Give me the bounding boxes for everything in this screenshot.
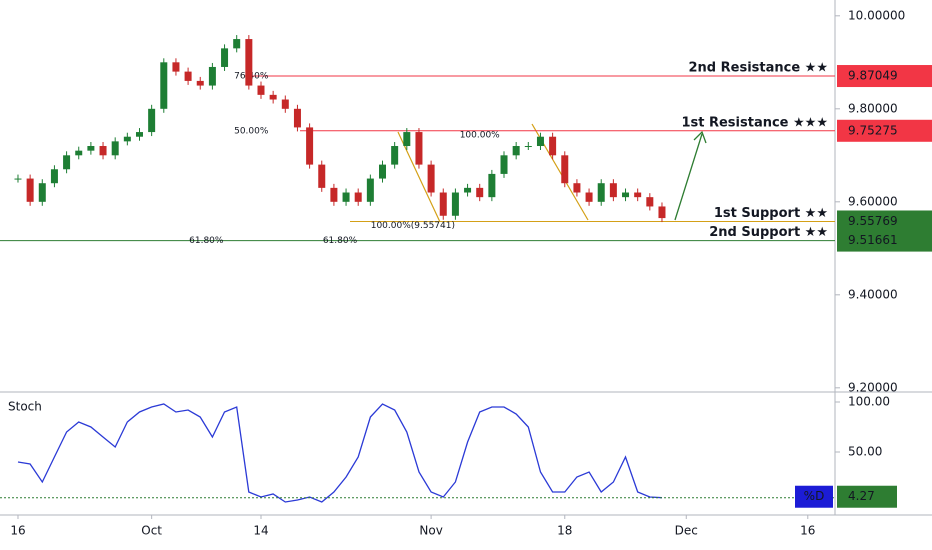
candle-body — [87, 146, 95, 151]
candle-body — [634, 192, 642, 198]
candle-body — [160, 62, 168, 109]
stoch-title: Stoch — [8, 400, 42, 414]
y-tick-label: 9.40000 — [848, 287, 898, 301]
stoch-value: 4.27 — [848, 489, 875, 503]
candle-body — [293, 108, 301, 128]
candle-body — [26, 178, 34, 202]
candle-body — [658, 206, 666, 219]
x-tick-label: 18 — [557, 524, 572, 538]
candle-body — [208, 66, 216, 86]
level-badge — [837, 119, 932, 142]
candle-body — [524, 146, 532, 148]
fib-label: 100.00% — [460, 130, 500, 140]
level-name: 2nd Support ★★ — [709, 225, 828, 240]
x-tick-label: 14 — [253, 524, 268, 538]
candle-body — [342, 192, 350, 202]
candle-body — [281, 99, 289, 109]
level-badge — [837, 65, 932, 88]
x-tick-label: Nov — [419, 524, 442, 538]
candle-body — [135, 132, 143, 137]
candle-body — [269, 94, 277, 100]
candle-body — [99, 146, 107, 156]
candle-body — [38, 183, 46, 202]
candle-body — [233, 39, 241, 49]
candle-body — [476, 187, 484, 198]
candle-body — [427, 164, 435, 193]
fib-label: 61.80% — [189, 236, 224, 246]
stoch-name-badge — [795, 485, 833, 508]
y-tick-label: 9.60000 — [848, 194, 898, 208]
candle-body — [561, 155, 569, 184]
candle-body — [451, 192, 459, 216]
level-value: 9.87049 — [848, 69, 898, 83]
fib-label: 50.00% — [234, 126, 269, 136]
candle-body — [573, 183, 581, 193]
level-badge — [837, 229, 932, 252]
candle-body — [391, 146, 399, 165]
level-name: 2nd Resistance ★★ — [689, 61, 829, 76]
candle-body — [63, 155, 71, 170]
candle-body — [123, 136, 131, 142]
candle-body — [330, 187, 338, 202]
candle-body — [512, 146, 520, 156]
y-tick-label: 9.20000 — [848, 380, 898, 394]
candle-body — [148, 108, 156, 133]
y-tick-label: 9.80000 — [848, 101, 898, 115]
stoch-value-badge — [837, 485, 897, 508]
candle-body — [500, 155, 508, 174]
candle-body — [488, 173, 496, 198]
candle-body — [306, 127, 314, 165]
candle-body — [379, 164, 387, 179]
candle-body — [585, 192, 593, 202]
candle-body — [646, 197, 654, 207]
stoch-line — [17, 403, 663, 503]
candle-body — [221, 48, 229, 67]
fib-label: 100.00%(9.55741) — [371, 221, 455, 231]
y-tick-label: 10.00000 — [848, 8, 905, 22]
level-name: 1st Resistance ★★★ — [681, 115, 828, 130]
level-value: 9.75275 — [848, 123, 898, 137]
candle-body — [196, 80, 204, 86]
candle-body — [403, 132, 411, 147]
stoch-tick-label: 100.00 — [848, 395, 890, 409]
candle-body — [184, 71, 192, 81]
x-tick-label: 16 — [10, 524, 25, 538]
candle-body — [597, 183, 605, 202]
candle-body — [75, 150, 83, 156]
candle-body — [354, 192, 362, 202]
level-badge — [837, 210, 932, 233]
candle-body — [464, 187, 472, 193]
candle-body — [549, 136, 557, 156]
level-value: 9.51661 — [848, 233, 898, 247]
level-name: 1st Support ★★ — [714, 206, 828, 221]
projection-arrow — [674, 130, 707, 221]
candle-body — [50, 169, 58, 184]
candle-body — [172, 62, 180, 72]
stoch-series-name: %D — [804, 489, 825, 503]
candle-body — [609, 183, 617, 198]
candle-body — [622, 192, 630, 198]
candle-body — [415, 132, 423, 165]
x-tick-label: 16 — [800, 524, 815, 538]
candle-body — [14, 178, 22, 180]
x-tick-label: Oct — [141, 524, 162, 538]
candle-body — [257, 85, 265, 95]
candle-body — [245, 39, 253, 86]
candle-body — [536, 136, 544, 147]
candle-body — [439, 192, 447, 216]
fib-label: 61.80% — [323, 236, 358, 246]
candle-body — [318, 164, 326, 188]
candle-body — [366, 178, 374, 202]
stoch-tick-label: 50.00 — [848, 445, 882, 459]
candle-body — [111, 141, 119, 156]
level-value: 9.55769 — [848, 214, 898, 228]
x-tick-label: Dec — [675, 524, 698, 538]
